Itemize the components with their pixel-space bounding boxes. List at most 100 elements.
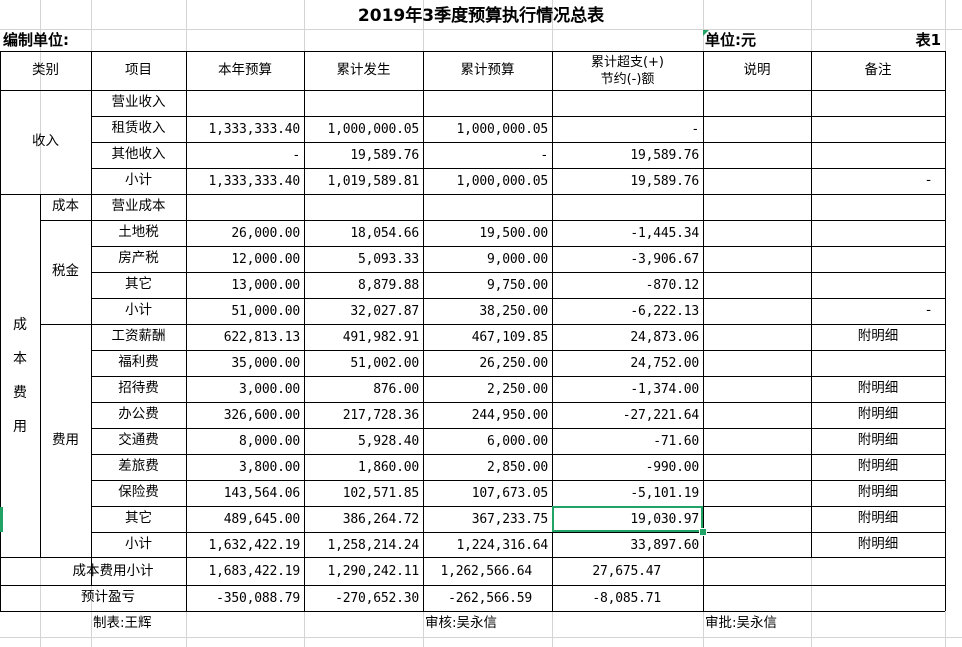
cell-annual[interactable]: 26,000.00 [231, 225, 300, 241]
cell-note[interactable] [703, 142, 811, 168]
cell-item[interactable]: 房产税 [118, 250, 159, 267]
cell-item[interactable]: 其它 [125, 276, 152, 293]
cell-budget[interactable] [423, 194, 552, 220]
unit-right[interactable]: 单位:元 [705, 30, 756, 49]
cell-variance[interactable] [552, 90, 703, 116]
cell-remark[interactable] [811, 142, 945, 168]
cost-subtotal-actual[interactable]: 1,290,242.11 [327, 564, 419, 579]
cell-note[interactable] [703, 324, 811, 350]
cell-annual[interactable]: 1,632,422.19 [208, 537, 300, 553]
cell-item[interactable]: 差旅费 [118, 458, 159, 475]
cell-item[interactable]: 交通费 [118, 432, 159, 449]
cell-remark[interactable]: 附明细 [857, 406, 899, 423]
cell-annual[interactable]: 622,813.13 [223, 329, 300, 345]
cell-item[interactable]: 福利费 [118, 354, 159, 371]
header-cumulative-budget[interactable]: 累计预算 [460, 61, 515, 78]
cell-item[interactable]: 小计 [125, 172, 152, 189]
cell-note[interactable] [703, 350, 811, 376]
header-annual-budget[interactable]: 本年预算 [218, 61, 272, 78]
cell-annual[interactable]: 143,564.06 [223, 485, 300, 501]
cell-remark[interactable]: 附明细 [857, 380, 899, 397]
cell-remark[interactable] [811, 220, 945, 246]
cell-remark[interactable]: 附明细 [857, 536, 899, 553]
cell-item[interactable]: 小计 [125, 536, 152, 553]
header-remark[interactable]: 备注 [864, 61, 892, 78]
cell-actual[interactable]: 19,589.76 [350, 147, 419, 163]
cell-annual[interactable]: 12,000.00 [231, 251, 300, 267]
cell-note[interactable] [703, 220, 811, 246]
cell-budget[interactable] [423, 90, 552, 116]
cell-actual[interactable]: 491,982.91 [342, 329, 419, 345]
cell-variance[interactable]: -27,221.64 [622, 407, 699, 423]
cell-actual[interactable]: 18,054.66 [350, 225, 419, 241]
cell-note[interactable] [703, 194, 811, 220]
cell-actual[interactable]: 1,019,589.81 [327, 173, 419, 189]
cell-remark[interactable] [811, 350, 945, 376]
header-variance[interactable]: 累计超支(+) 节约(-)额 [552, 51, 703, 90]
cell-actual[interactable] [304, 194, 423, 220]
cell-variance[interactable]: -870.12 [645, 277, 700, 293]
header-category[interactable]: 类别 [32, 61, 59, 78]
cell-annual[interactable]: 3,000.00 [238, 381, 300, 397]
cell-variance[interactable]: 19,030.97 [630, 511, 699, 527]
profit-annual[interactable]: -350,088.79 [216, 590, 300, 606]
cell-note[interactable] [703, 272, 811, 298]
cell-variance[interactable]: -5,101.19 [630, 485, 699, 501]
cell-remark[interactable] [811, 116, 945, 142]
cell-variance[interactable]: -1,445.34 [630, 225, 699, 241]
group-cost-expense[interactable]: 成 本 费 用 [0, 194, 40, 557]
cell-annual[interactable]: 326,600.00 [223, 407, 300, 423]
cell-actual[interactable] [304, 90, 423, 116]
cell-item[interactable]: 保险费 [118, 484, 159, 501]
cell-remark[interactable] [811, 90, 945, 116]
cell-note[interactable] [703, 532, 811, 558]
cell-variance[interactable]: -1,374.00 [630, 381, 699, 397]
cell-actual[interactable]: 386,264.72 [342, 511, 419, 527]
cell-variance[interactable]: 19,589.76 [630, 173, 699, 189]
cell-budget[interactable]: 107,673.05 [471, 485, 548, 501]
cell-budget[interactable]: 26,250.00 [479, 355, 548, 371]
cell-budget[interactable]: 6,000.00 [486, 433, 548, 449]
profit-variance[interactable]: -8,085.71 [592, 590, 661, 606]
cell-item[interactable]: 土地税 [118, 224, 159, 241]
selected-cell-outline[interactable] [552, 506, 703, 532]
cell-annual[interactable]: 51,000.00 [231, 303, 300, 319]
cell-budget[interactable]: 9,750.00 [486, 277, 548, 293]
cell-note[interactable] [703, 376, 811, 402]
cell-item[interactable]: 办公费 [118, 406, 159, 423]
header-item[interactable]: 项目 [125, 61, 152, 78]
cell-budget[interactable]: 9,000.00 [486, 251, 548, 267]
group-income[interactable]: 收入 [32, 133, 59, 150]
cell-actual[interactable]: 102,571.85 [342, 485, 419, 501]
cell-actual[interactable]: 1,258,214.24 [327, 537, 419, 553]
cell-item[interactable]: 小计 [125, 302, 152, 319]
cell-item[interactable]: 其他收入 [111, 146, 166, 163]
cell-variance[interactable]: -3,906.67 [630, 251, 699, 267]
cell-remark[interactable] [811, 194, 945, 220]
header-explanation[interactable]: 说明 [743, 61, 771, 78]
cell-actual[interactable]: 876.00 [373, 381, 419, 397]
cell-annual[interactable]: 13,000.00 [231, 277, 300, 293]
cell-note[interactable] [703, 480, 811, 506]
cell-actual[interactable]: 5,928.40 [357, 433, 419, 449]
cell-actual[interactable]: 5,093.33 [357, 251, 419, 267]
cell-budget[interactable]: - [540, 147, 548, 163]
cell-note[interactable] [703, 506, 811, 532]
cell-budget[interactable]: 2,850.00 [486, 459, 548, 475]
cell-budget[interactable]: 1,000,000.05 [456, 173, 548, 189]
group-tax[interactable]: 税金 [52, 263, 79, 280]
cell-annual[interactable]: 1,333,333.40 [208, 121, 300, 137]
cell-item[interactable]: 招待费 [118, 380, 159, 397]
cell-actual[interactable]: 32,027.87 [350, 303, 419, 319]
cell-remark[interactable]: 附明细 [857, 510, 899, 527]
cell-note[interactable] [703, 90, 811, 116]
cell-budget[interactable]: 1,224,316.64 [456, 537, 548, 553]
cell-remark[interactable] [811, 246, 945, 272]
cell-remark[interactable]: - [926, 172, 931, 189]
reviewed-by[interactable]: 审核:吴永信 [425, 615, 498, 632]
cell-note[interactable] [703, 402, 811, 428]
group-expense[interactable]: 费用 [52, 431, 79, 448]
cell-note[interactable] [703, 454, 811, 480]
cell-variance[interactable]: 19,589.76 [630, 147, 699, 163]
